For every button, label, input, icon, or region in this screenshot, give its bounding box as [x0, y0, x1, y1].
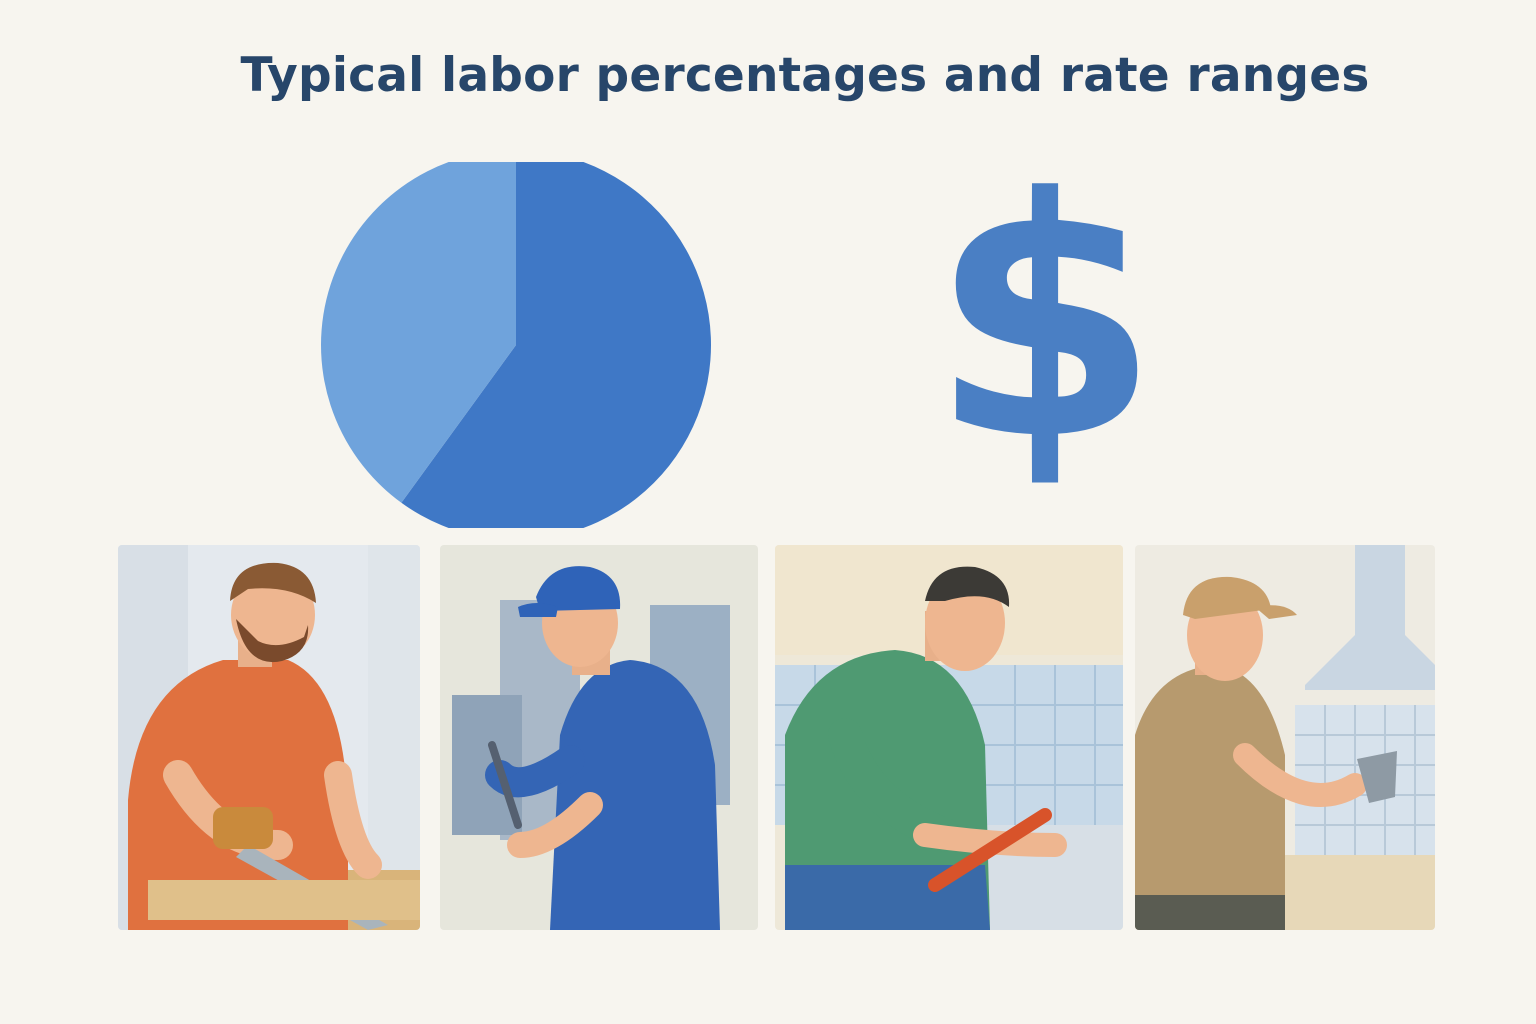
page-title: Typical labor percentages and rate range… [240, 48, 1370, 103]
plumber-figure [785, 566, 1067, 930]
trowel-icon [1357, 751, 1397, 803]
panel-carpenter [118, 545, 420, 930]
panel-plumber [775, 545, 1123, 930]
panel-tile-installer [1135, 545, 1435, 930]
pie-chart [321, 162, 711, 528]
dollar-sign-icon: $ [930, 128, 1160, 512]
screwdriver-icon [488, 741, 522, 829]
panel-electrician [440, 545, 758, 930]
pie-slice-major [401, 162, 711, 528]
electrician-figure [485, 566, 720, 930]
pipe-wrench-icon [928, 808, 1052, 892]
tile-installer-figure [1135, 576, 1367, 930]
pie-slice-minor [321, 162, 516, 503]
